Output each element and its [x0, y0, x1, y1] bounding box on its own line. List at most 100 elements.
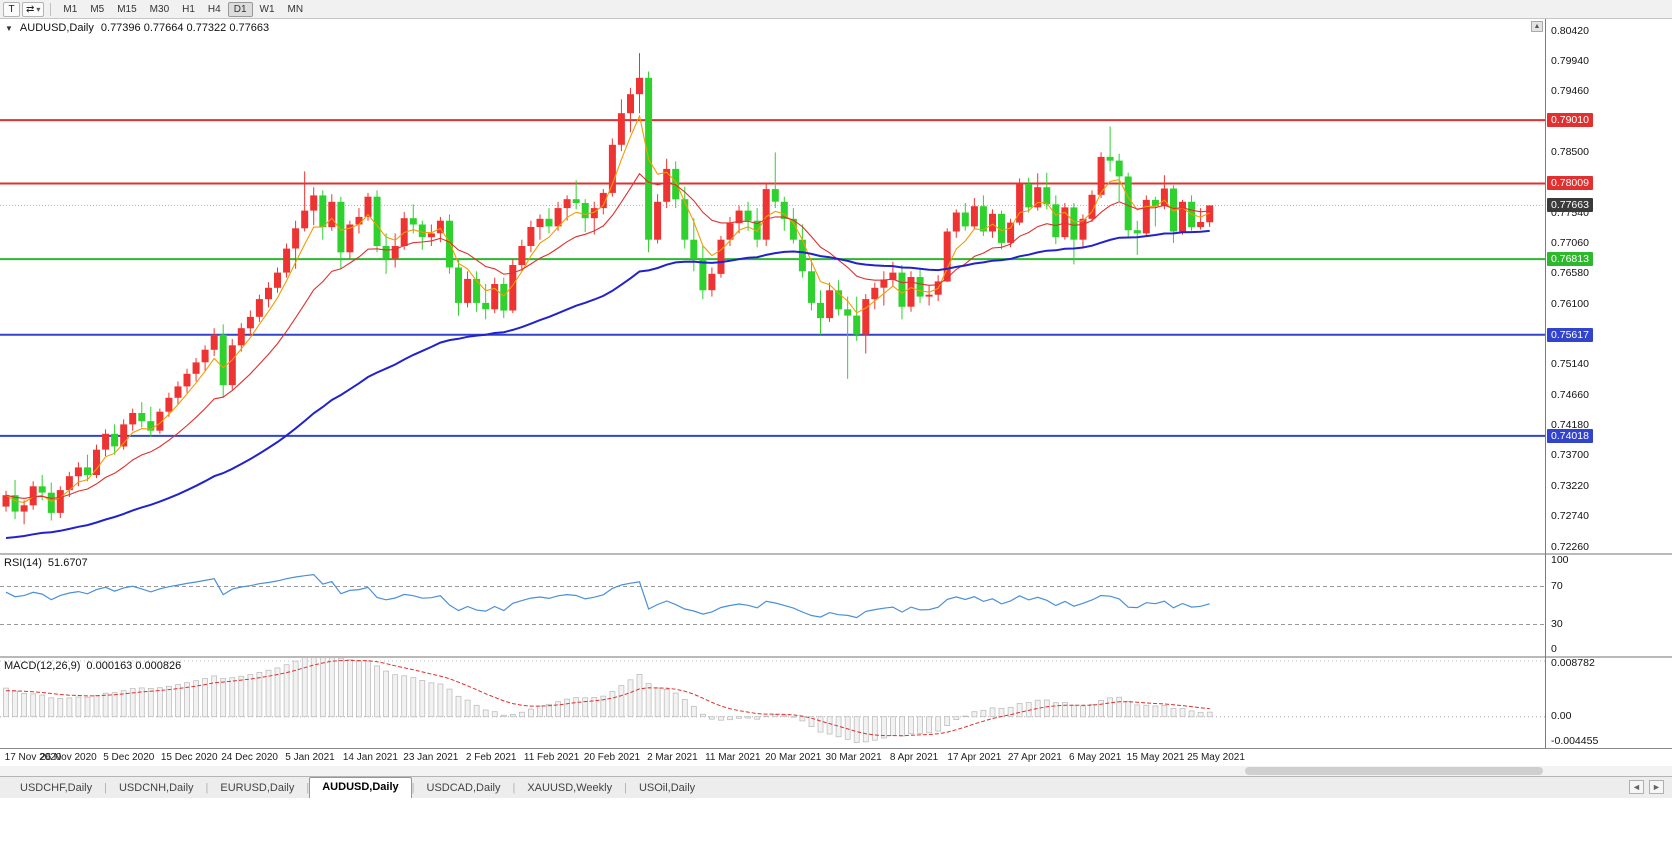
chart-tools-icon: ⇄	[26, 3, 35, 15]
fast-orange-moving-average-line	[5, 114, 1210, 504]
scroll-up-icon[interactable]: ▲	[1531, 21, 1543, 32]
candlestick-series	[2, 53, 1214, 525]
timeframe-button-h1[interactable]: H1	[182, 3, 195, 15]
price-axis-tick: 0.76100	[1551, 297, 1589, 310]
date-axis-label: 5 Jan 2021	[285, 752, 335, 763]
date-axis-label: 11 Feb 2021	[523, 752, 580, 763]
date-axis-label: 2 Feb 2021	[465, 752, 517, 763]
rsi-current-value: 51.6707	[47, 557, 88, 569]
rsi-chart-canvas	[0, 573, 1545, 625]
rsi-indicator-panel[interactable]: RSI(14) 51.6707	[0, 555, 1545, 656]
timeframe-button-m5[interactable]: M5	[90, 3, 105, 15]
date-axis-label: 6 May 2021	[1069, 752, 1122, 763]
collapse-icon[interactable]: ▼	[5, 23, 13, 33]
macd-axis-tick: -0.004455	[1551, 735, 1599, 747]
date-axis-label: 30 Mar 2021	[825, 752, 882, 763]
horizontal-scrollbar[interactable]	[0, 766, 1672, 776]
ohlc-values: 0.77396 0.77664 0.77322 0.77663	[100, 22, 270, 34]
macd-axis-tick: 0.00	[1551, 710, 1572, 723]
price-chart-panel[interactable]: ▼ AUDUSD,Daily 0.77396 0.77664 0.77322 0…	[0, 19, 1545, 553]
timeframe-button-mn[interactable]: MN	[287, 3, 304, 15]
tab-scroll-arrows: ◄ ►	[1629, 780, 1664, 794]
price-axis-tick: 0.77060	[1551, 236, 1589, 249]
rsi-axis-tick: 100	[1551, 554, 1569, 566]
date-axis-label: 17 Apr 2021	[947, 752, 1002, 763]
macd-label: MACD(12,26,9) 0.000163 0.000826	[4, 660, 181, 672]
date-axis-label: 24 Dec 2020	[221, 752, 278, 763]
timeframe-button-m1[interactable]: M1	[63, 3, 78, 15]
candlestick-chart-canvas[interactable]	[0, 19, 1545, 553]
price-axis-tick: 0.78500	[1551, 145, 1589, 158]
chart-tab-usdcad[interactable]: USDCAD,Daily	[426, 782, 501, 794]
price-axis-divider	[1545, 19, 1546, 748]
rsi-name: RSI(14)	[4, 557, 42, 569]
tab-separator: |	[306, 782, 310, 794]
tab-separator: |	[205, 782, 209, 794]
price-tag-current: 0.77663	[1547, 198, 1593, 213]
date-axis-label: 15 May 2021	[1126, 752, 1185, 763]
medium-red-moving-average-line	[5, 172, 1210, 499]
date-axis-label: 26 Nov 2020	[40, 752, 97, 763]
date-axis-label: 17 Nov 2020	[4, 752, 62, 763]
timeframe-button-w1[interactable]: W1	[259, 3, 275, 15]
top-toolbar: T ⇄ ▾ M1 M5 M15 M30 H1 H4 D1 W1 MN	[0, 0, 1672, 19]
date-axis-label: 11 Mar 2021	[705, 752, 761, 763]
rsi-axis-tick: 30	[1551, 618, 1563, 630]
chevron-down-icon: ▾	[36, 4, 41, 14]
timeframe-button-d1[interactable]: D1	[227, 1, 253, 17]
tab-scroll-left-icon[interactable]: ◄	[1629, 780, 1644, 794]
price-axis-tick: 0.72740	[1551, 510, 1589, 523]
rsi-line	[5, 573, 1210, 619]
tab-separator: |	[104, 782, 107, 794]
chart-tab-list: USDCHF,Daily | USDCNH,Daily | EURUSD,Daily | A…	[8, 777, 707, 798]
price-axis-tick: 0.72260	[1551, 540, 1589, 553]
date-axis-label: 14 Jan 2021	[342, 752, 398, 763]
price-axis-tick: 0.76580	[1551, 267, 1589, 280]
chart-tab-usdchf[interactable]: USDCHF,Daily	[20, 782, 93, 794]
panel-splitter[interactable]	[0, 553, 1672, 555]
scrollbar-thumb[interactable]	[1245, 767, 1543, 775]
macd-indicator-panel[interactable]: MACD(12,26,9) 0.000163 0.000826	[0, 653, 1545, 748]
timeframe-button-m30[interactable]: M30	[149, 3, 170, 15]
panel-splitter[interactable]	[0, 656, 1672, 658]
date-axis-label: 2 Mar 2021	[647, 752, 698, 763]
price-axis-tick: 0.73700	[1551, 449, 1589, 462]
date-axis-label: 8 Apr 2021	[889, 752, 939, 763]
slow-blue-moving-average-line	[5, 229, 1210, 539]
toolbar-separator	[50, 2, 52, 16]
macd-axis: 0.008782 0.00 -0.004455	[1546, 657, 1672, 748]
date-axis-label: 20 Mar 2021	[765, 752, 822, 763]
chart-tab-audusd[interactable]: AUDUSD,Daily	[309, 777, 412, 798]
price-tag-support: 0.76813	[1547, 252, 1593, 267]
chart-tab-xauusd[interactable]: XAUUSD,Weekly	[527, 782, 613, 794]
chart-tab-usoil[interactable]: USOil,Daily	[638, 782, 696, 794]
price-tag-support: 0.75617	[1547, 327, 1593, 342]
rsi-axis-tick: 70	[1551, 580, 1563, 592]
macd-current-values: 0.000163 0.000826	[86, 660, 182, 672]
timeframe-button-m15[interactable]: M15	[117, 3, 137, 15]
date-axis-label: 23 Jan 2021	[403, 752, 459, 763]
macd-signal-line	[5, 659, 1210, 737]
price-axis-tick: 0.79460	[1551, 85, 1589, 98]
price-axis-tick: 0.75140	[1551, 358, 1589, 371]
price-axis-tick: 0.80420	[1551, 24, 1589, 37]
date-axis: 17 Nov 2020 26 Nov 2020 5 Dec 2020 15 Dec 2…	[0, 748, 1672, 766]
date-axis-label: 25 May 2021	[1187, 752, 1245, 763]
chart-tab-bar: USDCHF,Daily | USDCNH,Daily | EURUSD,Daily | A…	[0, 776, 1672, 798]
chart-tools-dropdown[interactable]: ⇄ ▾	[22, 1, 45, 17]
tab-scroll-right-icon[interactable]: ►	[1649, 780, 1664, 794]
tab-separator: |	[512, 782, 516, 794]
macd-histogram	[3, 653, 1213, 743]
chart-tab-eurusd[interactable]: EURUSD,Daily	[220, 782, 295, 794]
macd-name: MACD(12,26,9)	[4, 660, 81, 672]
chart-tab-usdcnh[interactable]: USDCNH,Daily	[118, 782, 194, 794]
price-tag-resistance: 0.79010	[1547, 113, 1593, 128]
date-axis-label: 27 Apr 2021	[1007, 752, 1062, 763]
price-axis-tick: 0.79940	[1551, 54, 1589, 67]
rsi-label: RSI(14) 51.6707	[4, 557, 88, 569]
cursor-tool-button[interactable]: T	[3, 1, 20, 17]
price-axis-tick: 0.73220	[1551, 479, 1589, 492]
timeframe-button-h4[interactable]: H4	[207, 3, 221, 15]
timeframe-button-group: M1 M5 M15 M30 H1 H4 D1 W1 MN	[57, 1, 309, 17]
date-axis-label: 5 Dec 2020	[103, 752, 155, 763]
